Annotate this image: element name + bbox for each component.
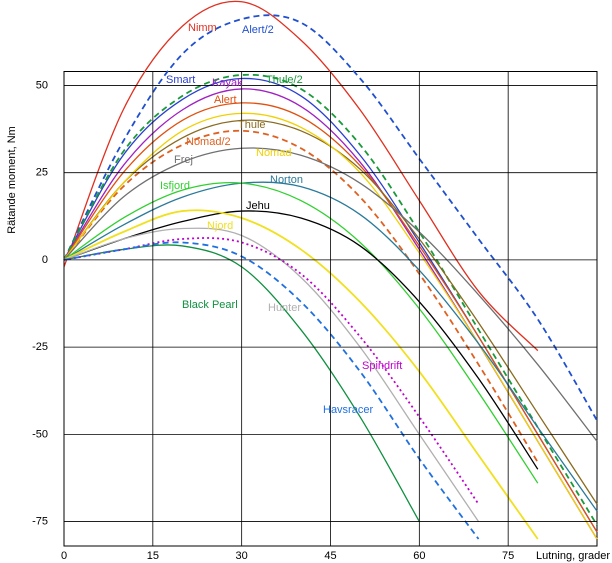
y-tick-label: 0 <box>42 254 48 266</box>
series-label: Alert <box>214 94 237 106</box>
x-tick-label: 75 <box>502 550 514 562</box>
series-label: Nomad <box>256 147 291 159</box>
x-tick-label: 15 <box>147 550 159 562</box>
series-label: Nimm <box>188 22 217 34</box>
series-label: Hunter <box>268 302 301 314</box>
y-tick-label: -75 <box>32 515 48 527</box>
y-tick-label: 50 <box>36 79 48 91</box>
x-axis-label: Lutning, grader <box>536 550 610 562</box>
series-line <box>63 102 598 533</box>
series-line <box>63 147 598 442</box>
series-line <box>63 241 480 540</box>
series-line <box>63 210 539 470</box>
x-tick-label: 0 <box>61 550 67 562</box>
series-label: Alert/2 <box>242 24 274 36</box>
series-line <box>63 73 598 526</box>
series-line <box>63 227 480 522</box>
y-tick-label: 25 <box>36 167 48 179</box>
series-label: Smart <box>166 74 195 86</box>
y-tick-label: -50 <box>32 428 48 440</box>
series-label: Nomad/2 <box>186 136 231 148</box>
series-label: Frej <box>174 154 193 166</box>
series-label: Black Pearl <box>182 299 238 311</box>
series-label: Spindrift <box>362 360 402 372</box>
series-label: Jehu <box>246 200 270 212</box>
y-tick-label: -25 <box>32 341 48 353</box>
series-line <box>63 181 598 512</box>
x-tick-label: 45 <box>324 550 336 562</box>
series-label: Njord <box>207 220 233 232</box>
series-label: Isfjord <box>160 180 190 192</box>
series-label: Kayak <box>212 77 243 89</box>
curves <box>63 0 598 540</box>
x-tick-label: 30 <box>236 550 248 562</box>
series-label: Thule <box>238 119 266 131</box>
series-line <box>63 0 539 352</box>
series-line <box>63 237 480 505</box>
x-tick-label: 60 <box>413 550 425 562</box>
series-label: Havsracer <box>323 404 373 416</box>
series-line <box>63 182 539 484</box>
series-line <box>63 14 598 421</box>
y-axis-label: Rätande moment, Nm <box>6 126 18 234</box>
series-label: Thule/2 <box>266 74 303 86</box>
series-label: Norton <box>270 174 303 186</box>
series-line <box>63 209 539 540</box>
